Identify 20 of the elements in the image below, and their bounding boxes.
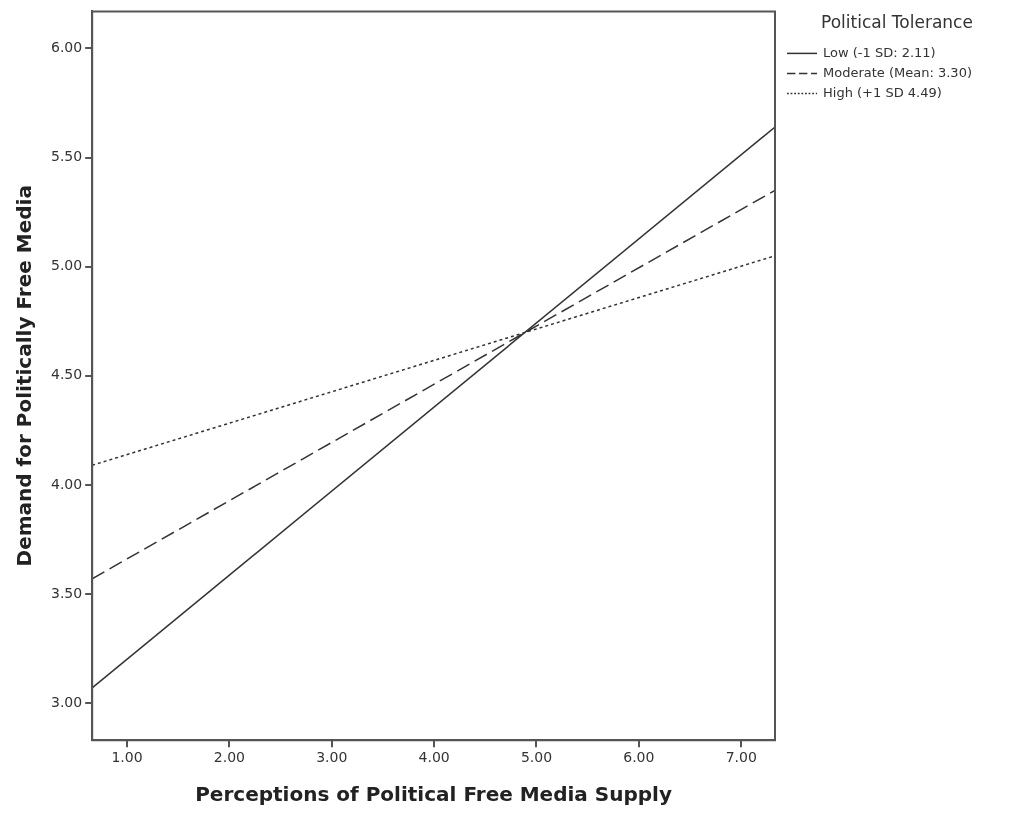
- legend-label: Low (-1 SD: 2.11): [823, 44, 936, 60]
- x-tick-label: 6.00: [623, 749, 655, 766]
- x-tick-label: 3.00: [316, 749, 348, 766]
- x-tick-label: 1.00: [111, 749, 143, 766]
- x-tick-label: 7.00: [725, 749, 757, 766]
- y-tick-label: 6.00: [51, 39, 83, 56]
- y-tick-label: 4.00: [51, 475, 83, 492]
- y-tick-label: 5.50: [51, 148, 83, 165]
- legend-label: Moderate (Mean: 3.30): [823, 64, 972, 80]
- x-tick-label: 4.00: [418, 749, 450, 766]
- y-axis-title: Demand for Politically Free Media: [12, 185, 37, 567]
- x-axis-title: Perceptions of Political Free Media Supply: [195, 782, 672, 807]
- y-tick-label: 4.50: [51, 366, 83, 383]
- legend-label: High (+1 SD 4.49): [823, 84, 942, 100]
- x-tick-label: 2.00: [213, 749, 245, 766]
- legend-title: Political Tolerance: [821, 11, 973, 32]
- y-tick-label: 3.00: [51, 693, 83, 710]
- y-tick-label: 3.50: [51, 584, 83, 601]
- x-tick-label: 5.00: [520, 749, 553, 766]
- y-tick-label: 5.00: [51, 257, 83, 274]
